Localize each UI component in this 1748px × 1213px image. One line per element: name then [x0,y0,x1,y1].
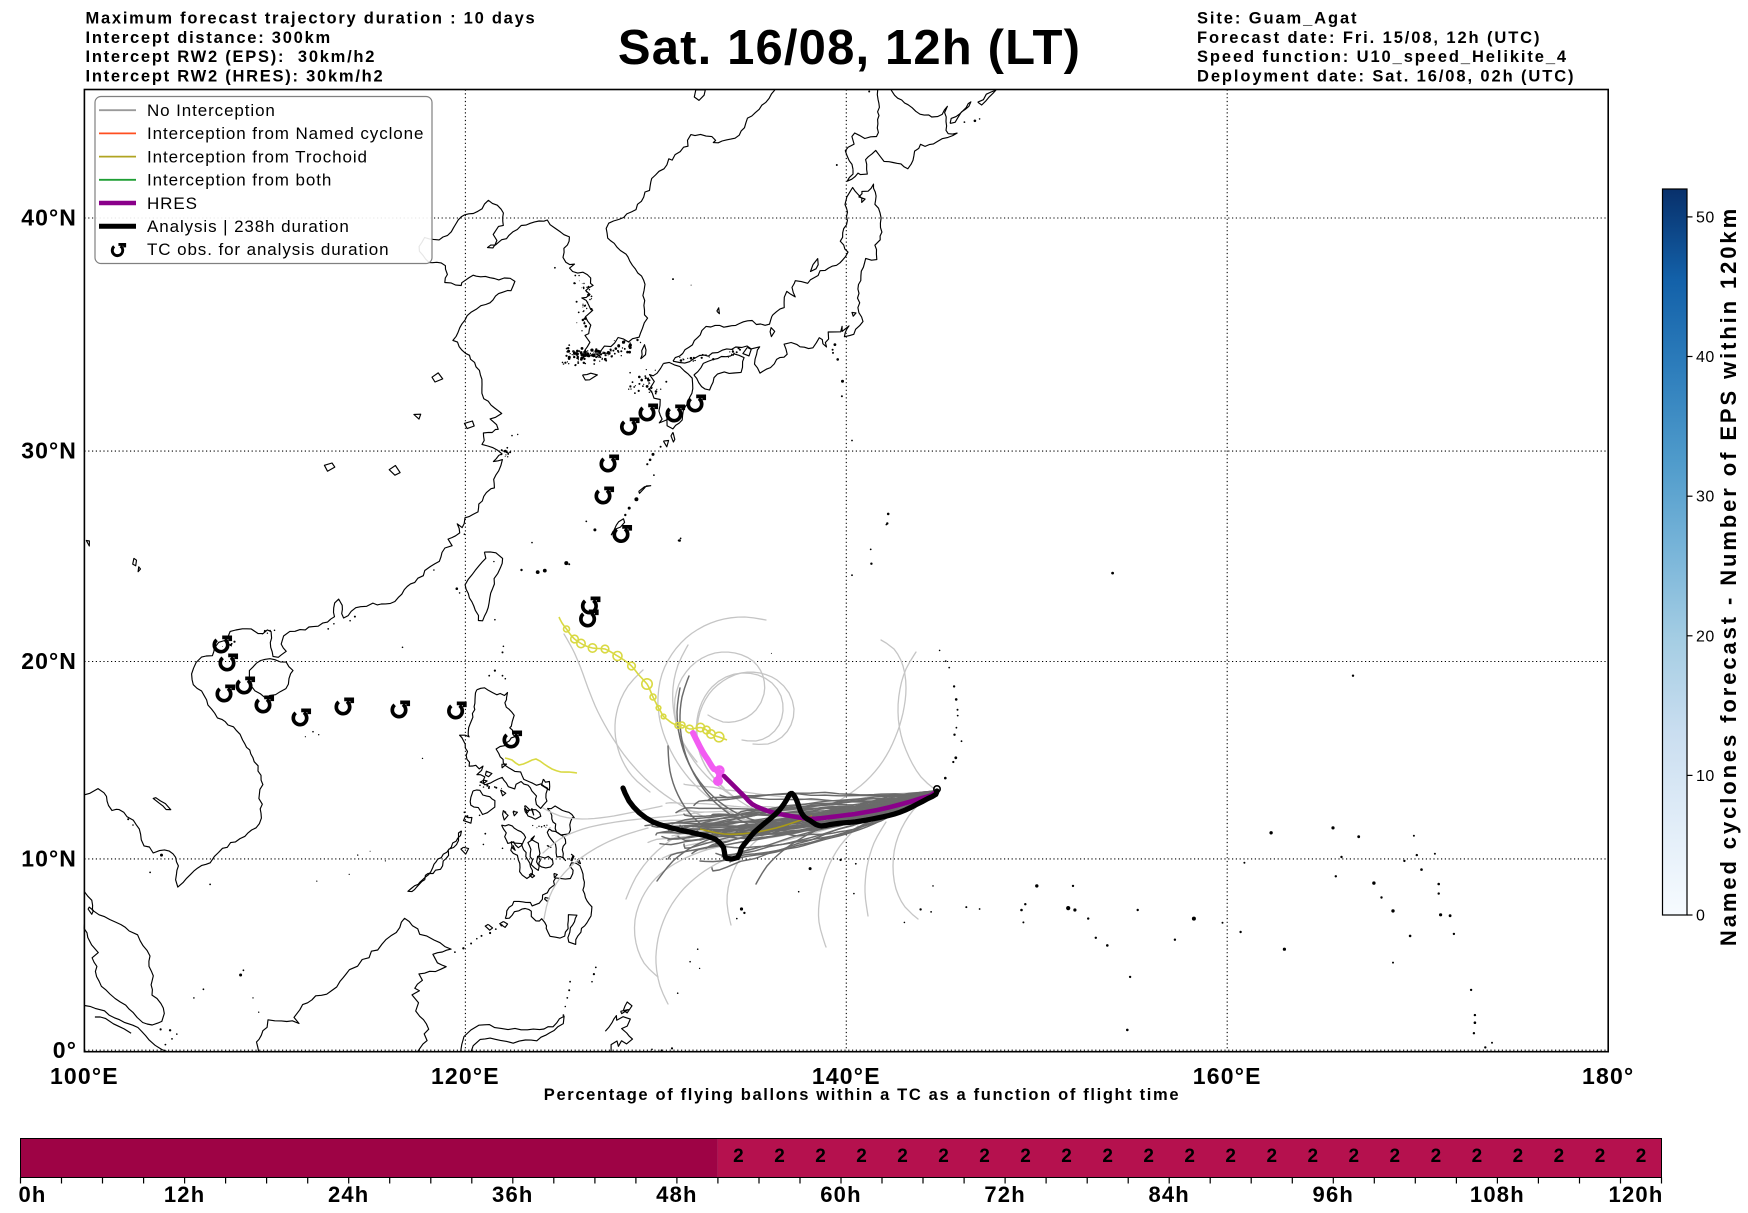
svg-text:Interception from both: Interception from both [147,171,332,190]
svg-text:24h: 24h [328,1182,370,1207]
svg-text:2: 2 [1513,1146,1524,1167]
svg-text:20°N: 20°N [21,648,77,674]
svg-text:2: 2 [1020,1146,1031,1167]
svg-text:Speed function: U10_speed_Heli: Speed function: U10_speed_Helikite_4 [1197,48,1568,66]
svg-text:120h: 120h [1609,1182,1664,1207]
svg-text:TC obs. for analysis duration: TC obs. for analysis duration [147,240,389,259]
svg-text:84h: 84h [1148,1182,1190,1207]
svg-text:30: 30 [1696,489,1715,506]
svg-text:40°N: 40°N [21,205,77,231]
svg-text:50: 50 [1696,209,1715,226]
svg-text:Percentage of flying ballons w: Percentage of flying ballons within a TC… [544,1086,1180,1104]
svg-text:Named cyclones forecast - Numb: Named cyclones forecast - Number of EPS … [1716,206,1741,946]
svg-text:48h: 48h [656,1182,698,1207]
svg-text:2: 2 [1061,1146,1072,1167]
svg-text:Intercept RW2 (HRES): 30km/h2: Intercept RW2 (HRES): 30km/h2 [86,67,385,85]
svg-text:10°N: 10°N [21,845,77,871]
svg-text:Analysis | 238h duration: Analysis | 238h duration [147,217,350,236]
svg-text:20: 20 [1696,628,1715,645]
svg-text:2: 2 [1308,1146,1319,1167]
svg-text:96h: 96h [1313,1182,1355,1207]
svg-text:2: 2 [1225,1146,1236,1167]
svg-text:2: 2 [1554,1146,1565,1167]
svg-text:2: 2 [897,1146,908,1167]
svg-text:Interception from Trochoid: Interception from Trochoid [147,147,368,166]
svg-text:2: 2 [1184,1146,1195,1167]
svg-text:Intercept distance: 300km: Intercept distance: 300km [86,29,332,47]
svg-text:2: 2 [733,1146,744,1167]
svg-text:180°: 180° [1582,1063,1634,1089]
svg-text:2: 2 [856,1146,867,1167]
svg-text:2: 2 [1349,1146,1360,1167]
svg-text:60h: 60h [820,1182,862,1207]
svg-text:0: 0 [1696,908,1705,925]
svg-text:0°: 0° [53,1037,77,1063]
svg-text:120°E: 120°E [431,1063,500,1089]
svg-text:2: 2 [938,1146,949,1167]
svg-text:2: 2 [1636,1146,1647,1167]
svg-text:40: 40 [1696,349,1715,366]
svg-text:2: 2 [774,1146,785,1167]
svg-text:100°E: 100°E [50,1063,119,1089]
svg-text:36h: 36h [492,1182,534,1207]
svg-text:Sat. 16/08, 12h (LT): Sat. 16/08, 12h (LT) [618,21,1081,75]
svg-text:Deployment date: Sat. 16/08, 0: Deployment date: Sat. 16/08, 02h (UTC) [1197,67,1575,85]
svg-text:2: 2 [1102,1146,1113,1167]
svg-text:2: 2 [1431,1146,1442,1167]
svg-text:Maximum forecast trajectory du: Maximum forecast trajectory duration : 1… [86,10,537,28]
svg-text:72h: 72h [984,1182,1026,1207]
svg-text:2: 2 [1595,1146,1606,1167]
svg-text:No Interception: No Interception [147,101,276,120]
svg-text:140°E: 140°E [812,1063,881,1089]
svg-text:Forecast date: Fri. 15/08, 12h: Forecast date: Fri. 15/08, 12h (UTC) [1197,29,1541,47]
svg-text:108h: 108h [1470,1182,1525,1207]
svg-text:2: 2 [979,1146,990,1167]
svg-text:Intercept RW2 (EPS): 30km/h2: Intercept RW2 (EPS): 30km/h2 [86,48,377,66]
svg-text:Interception from Named cyclon: Interception from Named cyclone [147,124,424,143]
svg-text:0h: 0h [19,1182,47,1207]
svg-text:2: 2 [815,1146,826,1167]
svg-text:10: 10 [1696,768,1715,785]
svg-text:2: 2 [1472,1146,1483,1167]
svg-text:160°E: 160°E [1193,1063,1262,1089]
svg-text:HRES: HRES [147,194,198,213]
svg-text:30°N: 30°N [21,438,77,464]
svg-text:12h: 12h [164,1182,206,1207]
svg-text:2: 2 [1267,1146,1278,1167]
svg-text:Site: Guam_Agat: Site: Guam_Agat [1197,10,1358,28]
svg-text:2: 2 [1390,1146,1401,1167]
svg-text:2: 2 [1143,1146,1154,1167]
